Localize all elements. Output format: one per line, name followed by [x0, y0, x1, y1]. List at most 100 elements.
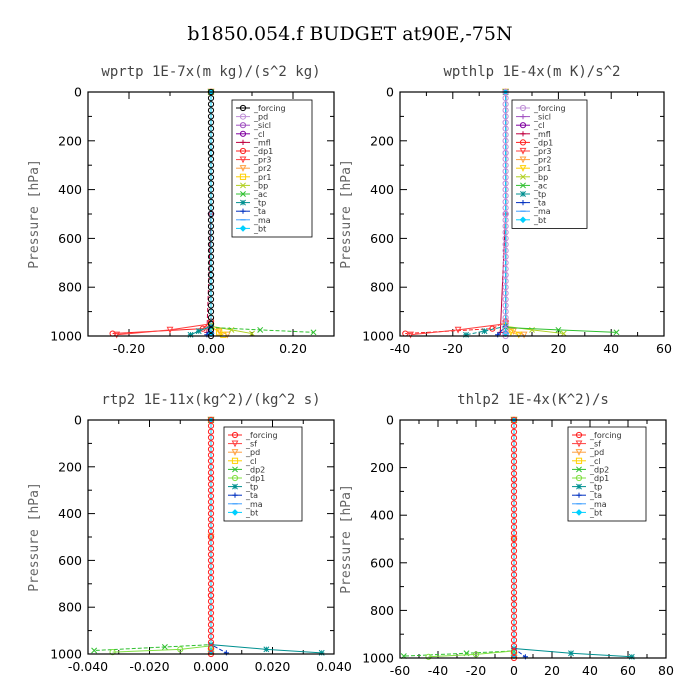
profile-marker	[207, 639, 215, 646]
profile-marker	[207, 229, 215, 236]
x-tick-label: 0	[502, 341, 510, 356]
legend-label: _mfl	[533, 130, 551, 139]
profile-marker	[207, 314, 215, 321]
profile-marker	[207, 119, 215, 126]
data-point	[489, 325, 496, 332]
legend-label: _ma	[253, 216, 271, 225]
profile-marker	[510, 422, 518, 430]
legend-marker	[240, 182, 246, 189]
legend-marker	[239, 130, 247, 137]
legend-marker	[575, 449, 583, 456]
legend: _forcing_sf_pd_cl_dp2_dp1_tp_ta_ma_bt	[223, 426, 303, 522]
plot-frame	[87, 91, 335, 337]
profile-marker	[510, 458, 518, 465]
legend-marker	[240, 191, 246, 197]
profile-marker	[502, 180, 509, 187]
profile-marker	[510, 476, 518, 483]
profile-marker	[510, 506, 518, 513]
legend-label: _ac	[533, 181, 547, 190]
profile-marker	[207, 422, 215, 429]
profile-marker	[207, 481, 215, 488]
profile-marker	[207, 271, 215, 279]
data-point	[463, 331, 469, 338]
y-tick-label: 1000	[50, 647, 82, 662]
legend-label: _ma	[533, 207, 551, 216]
legend-marker	[231, 509, 239, 516]
profile-marker	[207, 247, 215, 254]
profile-marker	[510, 529, 518, 537]
legend-label: _ta	[533, 199, 546, 208]
profile-marker	[207, 137, 215, 144]
profile-marker	[502, 204, 509, 211]
x-tick-label: 20	[550, 341, 566, 356]
profile-marker	[207, 168, 215, 175]
profile-marker	[502, 320, 509, 327]
profile-marker	[510, 446, 518, 453]
y-tick-label: 0	[74, 413, 82, 428]
legend-box	[511, 99, 588, 229]
profile-marker	[510, 470, 518, 477]
data-point	[223, 650, 229, 656]
legend-marker	[575, 474, 583, 482]
profile-marker	[502, 156, 509, 163]
legend-marker	[576, 492, 582, 498]
series-line-pr3	[116, 92, 212, 336]
legend-label: _ac	[253, 190, 267, 199]
x-tick-label: 0.020	[255, 659, 291, 674]
legend-marker	[239, 173, 247, 180]
y-tick-label: 200	[58, 133, 82, 148]
profile-marker	[207, 217, 215, 224]
profile-marker	[502, 247, 509, 254]
panel-title: wpthlp 1E-4x(m K)/s^2	[443, 64, 620, 80]
legend-marker	[239, 225, 247, 232]
profile-marker	[207, 574, 215, 582]
profile-marker	[510, 428, 518, 435]
y-tick-label: 400	[370, 182, 394, 197]
legend-label: _tp	[245, 483, 258, 492]
legend-marker	[520, 114, 526, 120]
profile-marker	[510, 637, 518, 644]
data-point	[91, 647, 98, 654]
profile-marker	[207, 539, 215, 546]
legend-label: _tp	[533, 190, 546, 199]
data-point	[515, 331, 523, 339]
legend-label: _mfl	[253, 138, 271, 147]
legend-marker	[519, 122, 527, 129]
profile-marker	[207, 320, 215, 327]
profile-marker	[502, 217, 509, 224]
data-point	[187, 331, 194, 338]
legend-label: _dp1	[253, 147, 273, 156]
profile-marker	[207, 113, 215, 120]
profile-marker	[502, 119, 509, 126]
y-tick-label: 0	[386, 413, 394, 428]
profile-marker	[207, 434, 215, 441]
y-tick-label: 400	[58, 182, 82, 197]
legend-label: _bt	[245, 508, 258, 517]
legend-label: _pr3	[533, 147, 551, 156]
data-point	[613, 329, 620, 336]
legend-marker	[240, 139, 246, 145]
profile-marker	[502, 284, 509, 291]
series-line-dp1	[428, 420, 515, 658]
profile-marker	[502, 149, 509, 157]
profile-marker	[502, 278, 509, 285]
profile-marker	[207, 125, 215, 132]
legend-label: _bp	[533, 173, 548, 182]
plot-frame	[399, 419, 667, 659]
data-point	[520, 331, 528, 339]
profile-marker	[207, 192, 215, 199]
legend-marker	[519, 216, 527, 224]
profile-marker	[502, 192, 509, 199]
legend-label: _tp	[253, 199, 266, 208]
profile-marker	[207, 278, 215, 285]
profile-marker	[207, 284, 215, 291]
legend-marker	[520, 131, 526, 137]
data-point	[318, 649, 325, 656]
series-line-dp1	[112, 92, 212, 335]
profile-marker	[207, 598, 215, 605]
profile-marker	[510, 589, 518, 596]
profile-marker	[510, 488, 518, 495]
profile-marker	[207, 551, 215, 558]
